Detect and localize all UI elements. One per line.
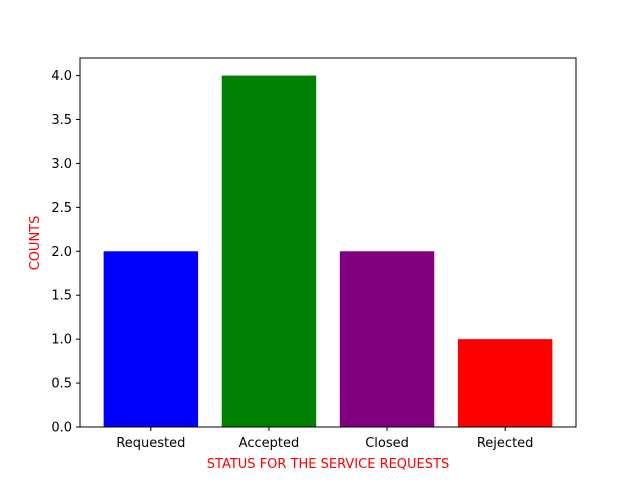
x-tick-label: Closed xyxy=(365,436,409,451)
x-tick-label: Accepted xyxy=(239,436,300,451)
y-tick-label: 0.5 xyxy=(51,377,72,392)
y-axis-label: COUNTS xyxy=(28,216,43,271)
plot-frame xyxy=(79,57,577,428)
y-axis: 0.0 0.5 1.0 1.5 2.0 2.5 3.0 3.5 4.0 xyxy=(51,69,80,436)
y-tick-label: 2.5 xyxy=(51,201,72,216)
bar-rejected xyxy=(457,339,553,427)
bar-closed xyxy=(339,251,435,427)
x-tick-label: Requested xyxy=(116,436,185,451)
x-axis: Requested Accepted Closed Rejected xyxy=(116,427,533,451)
x-axis-label: STATUS FOR THE SERVICE REQUESTS xyxy=(207,457,449,472)
y-tick-label: 2.0 xyxy=(51,245,72,260)
bars-group xyxy=(103,75,553,428)
bar-requested xyxy=(103,251,199,427)
y-tick-label: 1.5 xyxy=(51,289,72,304)
bar-accepted xyxy=(221,75,317,428)
y-tick-label: 1.0 xyxy=(51,333,72,348)
y-tick-label: 4.0 xyxy=(51,69,72,84)
y-tick-label: 0.0 xyxy=(51,421,72,436)
y-tick-label: 3.0 xyxy=(51,157,72,172)
x-tick-label: Rejected xyxy=(477,436,534,451)
y-tick-label: 3.5 xyxy=(51,113,72,128)
